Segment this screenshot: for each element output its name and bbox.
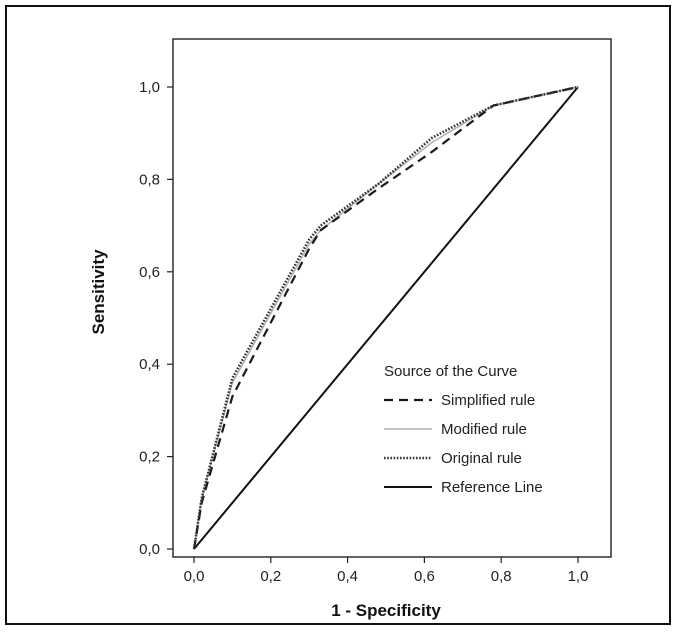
y-axis-ticks: 0,0 0,2 0,4 0,6 0,8 1,0 bbox=[139, 79, 173, 558]
series-line-simplified-rule bbox=[192, 85, 579, 550]
x-axis-title: 1 - Specificity bbox=[331, 601, 441, 620]
series-line-reference-line bbox=[193, 86, 579, 550]
legend-label: Reference Line bbox=[441, 479, 543, 496]
y-tick-label: 0,2 bbox=[139, 449, 160, 466]
y-tick-label: 0,6 bbox=[139, 264, 160, 281]
y-axis-title: Sensitivity bbox=[89, 249, 108, 335]
y-tick-label: 0,0 bbox=[139, 541, 160, 558]
series-lines bbox=[192, 85, 579, 550]
x-axis-ticks: 0,0 0,2 0,4 0,6 0,8 1,0 bbox=[184, 557, 589, 585]
legend: Source of the Curve Simplified rule Modif… bbox=[384, 363, 543, 496]
y-tick-label: 0,4 bbox=[139, 356, 160, 373]
x-tick-label: 0,8 bbox=[491, 568, 512, 585]
legend-label: Simplified rule bbox=[441, 392, 535, 409]
x-tick-label: 1,0 bbox=[568, 568, 589, 585]
x-tick-label: 0,6 bbox=[414, 568, 435, 585]
x-tick-label: 0,4 bbox=[337, 568, 358, 585]
legend-label: Original rule bbox=[441, 450, 522, 467]
legend-label: Modified rule bbox=[441, 421, 527, 438]
y-tick-label: 0,8 bbox=[139, 171, 160, 188]
plot-area bbox=[172, 38, 612, 558]
x-tick-label: 0,2 bbox=[260, 568, 281, 585]
x-tick-label: 0,0 bbox=[184, 568, 205, 585]
legend-title: Source of the Curve bbox=[384, 363, 517, 380]
y-tick-label: 1,0 bbox=[139, 79, 160, 96]
